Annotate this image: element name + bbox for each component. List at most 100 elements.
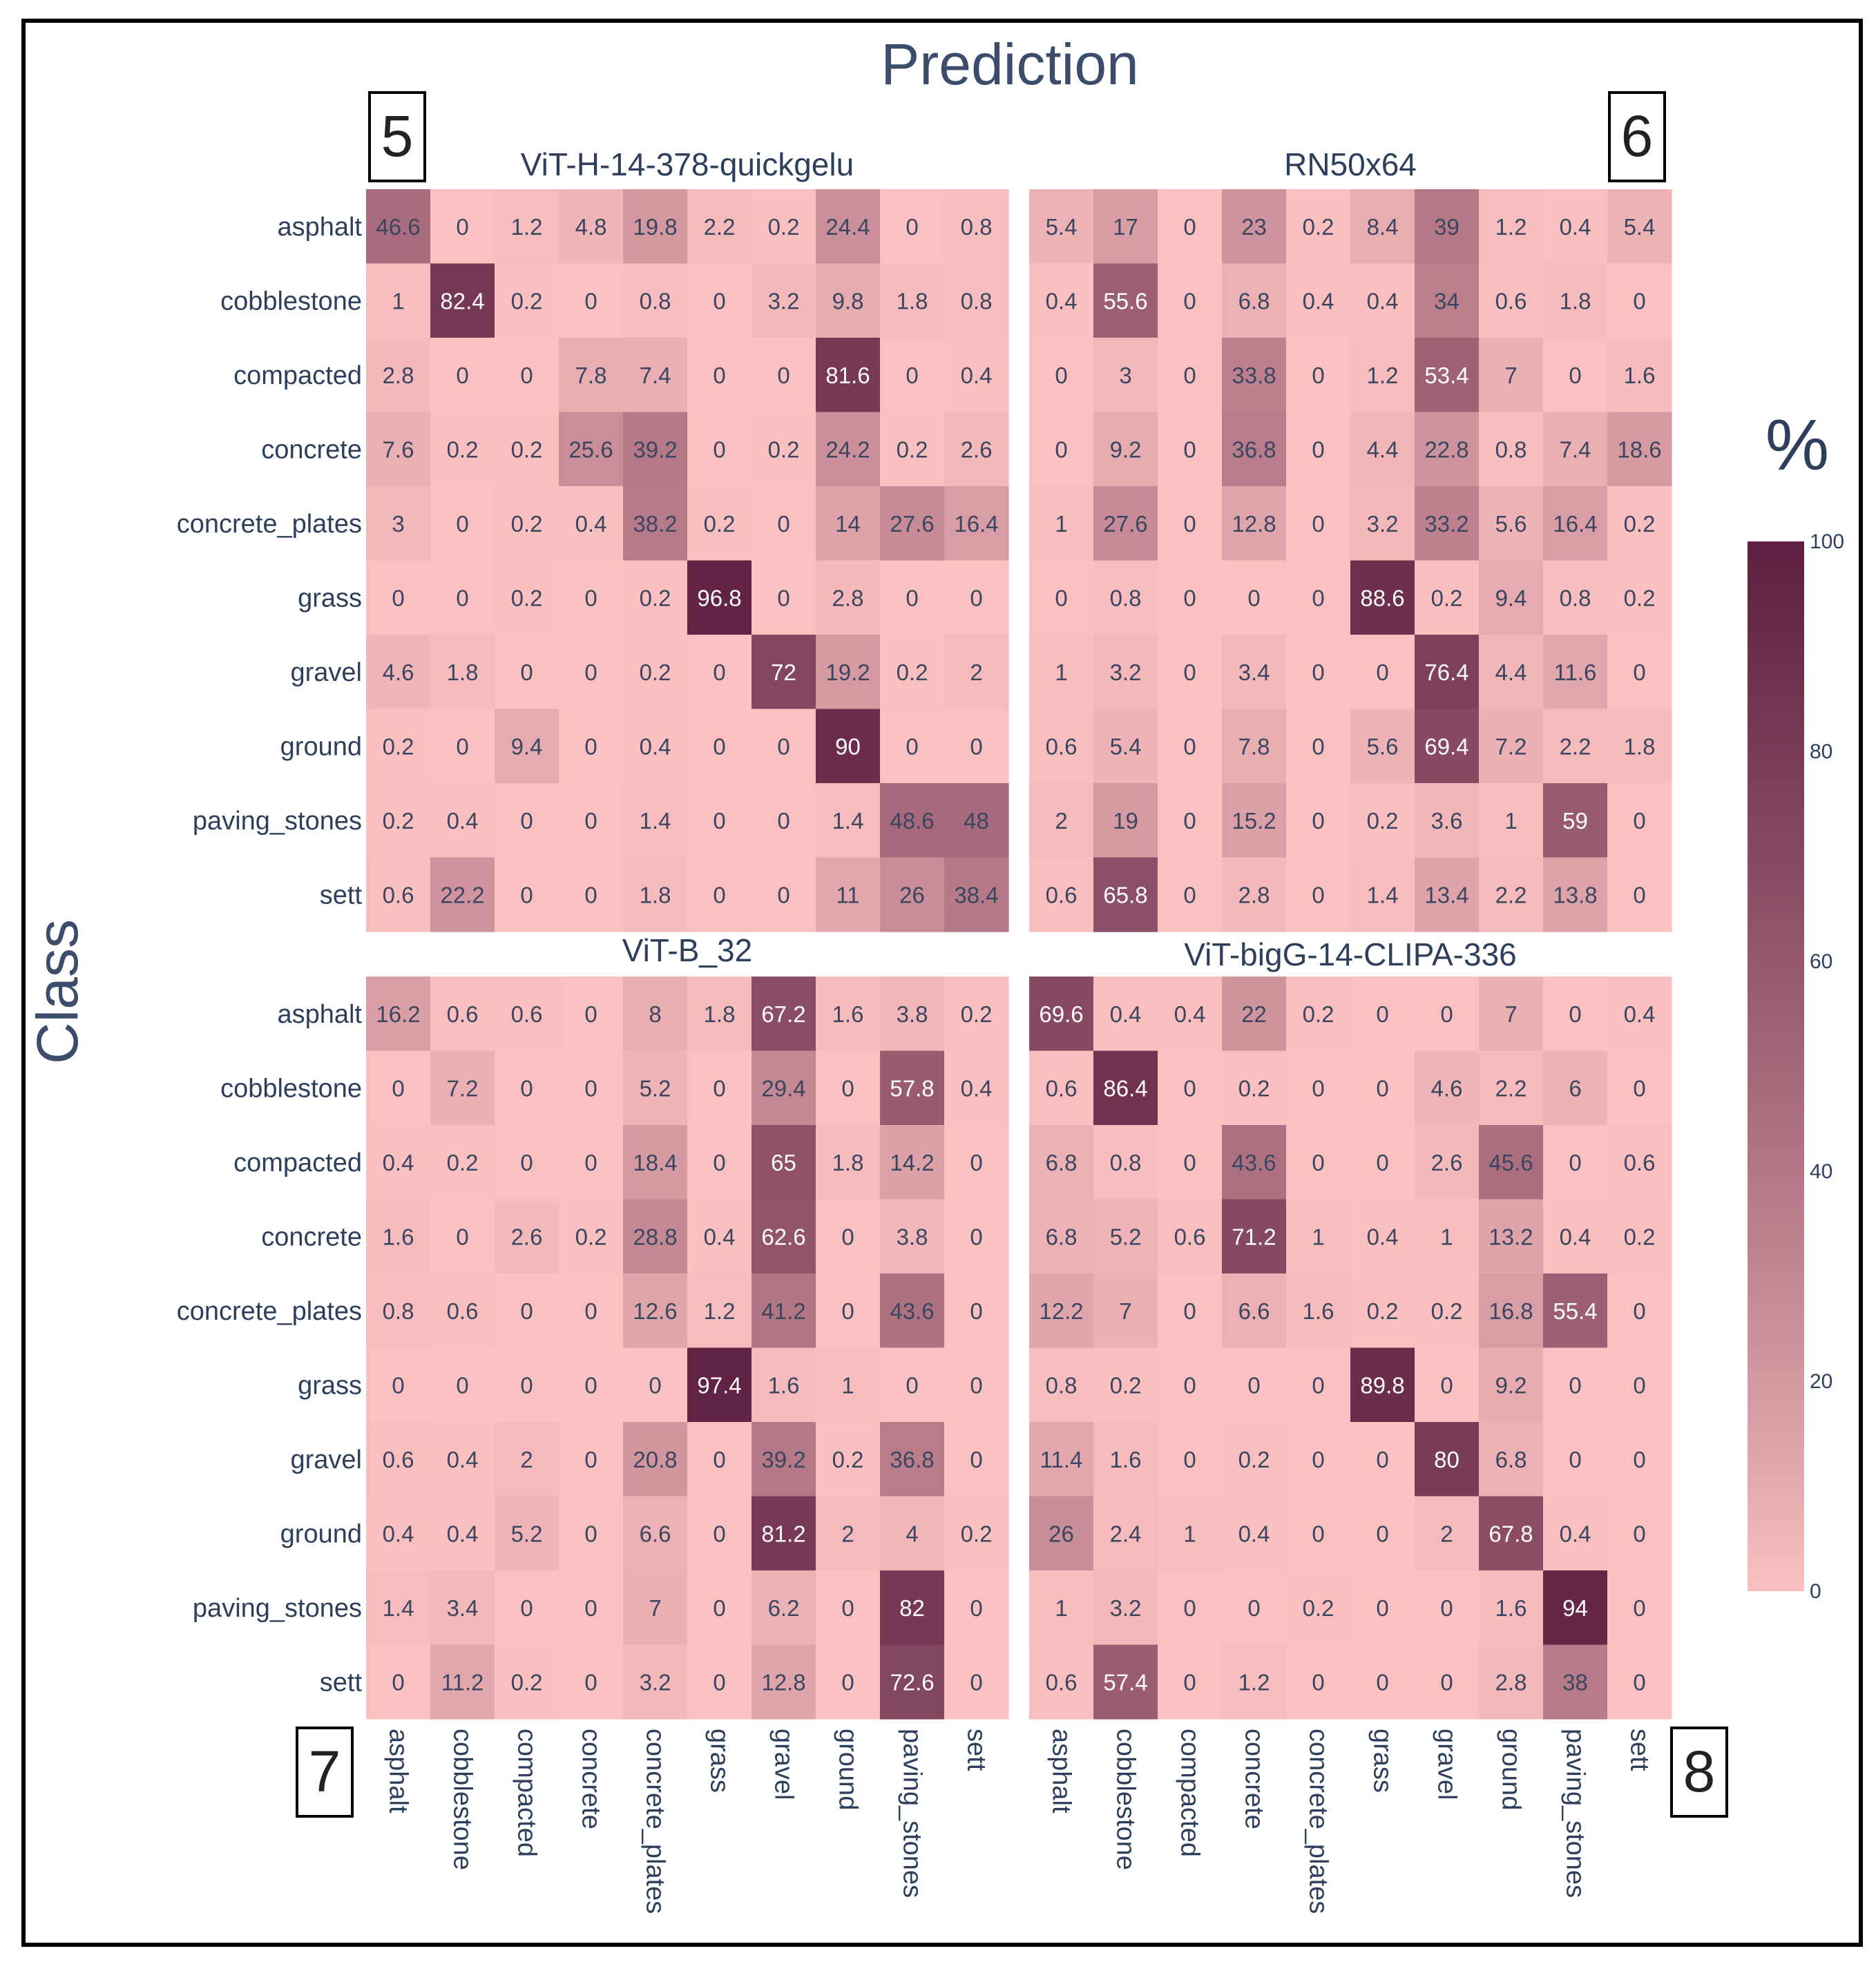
heatmap-cell bbox=[752, 1570, 816, 1646]
column-tick-label: concrete bbox=[577, 1729, 606, 1829]
cell-value-label: 1 bbox=[1183, 1521, 1196, 1546]
heatmap-cell bbox=[559, 1125, 624, 1200]
heatmap-cell bbox=[1479, 189, 1544, 265]
heatmap-cell bbox=[1093, 486, 1158, 561]
cell-value-label: 0 bbox=[520, 1298, 533, 1324]
cell-value-label: 69.4 bbox=[1424, 733, 1468, 759]
heatmap-cell bbox=[559, 783, 624, 858]
heatmap-cell bbox=[366, 189, 431, 265]
cell-value-label: 0 bbox=[1312, 733, 1324, 759]
column-tick-label: compacted bbox=[513, 1729, 542, 1857]
cell-value-label: 4.6 bbox=[1431, 1075, 1463, 1101]
column-tick-label: asphalt bbox=[384, 1729, 413, 1814]
heatmap-cell bbox=[1607, 1273, 1672, 1349]
cell-value-label: 9.4 bbox=[1495, 585, 1527, 610]
heatmap-cell bbox=[1607, 412, 1672, 487]
heatmap-cell bbox=[1607, 1644, 1672, 1720]
cell-value-label: 5.2 bbox=[511, 1521, 543, 1546]
heatmap-cell bbox=[1607, 338, 1672, 413]
cell-value-label: 0 bbox=[1633, 882, 1645, 907]
heatmap-cell bbox=[1543, 1050, 1608, 1126]
cell-value-label: 1.6 bbox=[1110, 1447, 1142, 1472]
cell-value-label: 36.8 bbox=[890, 1447, 934, 1472]
heatmap-cell bbox=[1479, 635, 1544, 710]
heatmap-cell bbox=[880, 1125, 945, 1200]
cell-value-label: 4.4 bbox=[1495, 660, 1527, 685]
cell-value-label: 0 bbox=[1183, 214, 1196, 240]
heatmap-cell bbox=[559, 1347, 624, 1423]
heatmap-cell bbox=[495, 1050, 559, 1126]
cell-value-label: 0 bbox=[906, 214, 918, 240]
cell-value-label: 0.2 bbox=[832, 1447, 864, 1472]
cell-value-label: 0 bbox=[1183, 436, 1196, 462]
cell-value-label: 1.8 bbox=[897, 288, 928, 314]
cell-value-label: 25.6 bbox=[568, 436, 613, 462]
cell-value-label: 43.6 bbox=[890, 1298, 934, 1324]
heatmap-cell bbox=[623, 486, 688, 561]
heatmap-cell bbox=[1222, 486, 1287, 561]
row-tick-label: sett bbox=[320, 881, 363, 910]
heatmap-cell bbox=[1415, 1422, 1480, 1497]
cell-value-label: 11.6 bbox=[1554, 660, 1597, 685]
heatmap-cell bbox=[623, 857, 688, 932]
heatmap-cell bbox=[1479, 1273, 1544, 1349]
cell-value-label: 1.8 bbox=[640, 882, 671, 907]
heatmap-cell bbox=[366, 977, 431, 1052]
cell-value-label: 0 bbox=[1633, 288, 1645, 314]
heatmap-cell bbox=[752, 1347, 816, 1423]
heatmap-cell bbox=[1479, 1199, 1544, 1274]
row-tick-label: grass bbox=[298, 1371, 362, 1400]
panel-number: 8 bbox=[1683, 1739, 1716, 1804]
heatmap-cell bbox=[495, 1644, 559, 1720]
cell-value-label: 0.4 bbox=[383, 1150, 414, 1175]
heatmap-cell bbox=[880, 486, 945, 561]
heatmap-cell bbox=[366, 338, 431, 413]
cell-value-label: 0.6 bbox=[383, 882, 414, 907]
cell-value-label: 76.4 bbox=[1424, 660, 1468, 685]
heatmap-cell bbox=[1479, 857, 1544, 932]
heatmap-cell bbox=[623, 709, 688, 784]
cell-value-label: 0 bbox=[1376, 1669, 1388, 1695]
row-tick-label: paving_stones bbox=[193, 807, 362, 836]
heatmap-cell bbox=[880, 1347, 945, 1423]
cell-value-label: 16.2 bbox=[376, 1001, 420, 1027]
heatmap-cell bbox=[687, 412, 752, 487]
heatmap-cell bbox=[1543, 189, 1608, 265]
colorbar-tick-label: 60 bbox=[1810, 950, 1832, 973]
heatmap-cell bbox=[1222, 338, 1287, 413]
heatmap-cell bbox=[559, 857, 624, 932]
cell-value-label: 0.2 bbox=[897, 436, 928, 462]
cell-value-label: 0 bbox=[841, 1595, 854, 1621]
heatmap-cell bbox=[1543, 263, 1608, 338]
heatmap-cell bbox=[816, 263, 881, 338]
heatmap-cell bbox=[1222, 1347, 1287, 1423]
cell-value-label: 1.2 bbox=[1495, 214, 1527, 240]
heatmap-cell bbox=[1607, 486, 1672, 561]
cell-value-label: 0 bbox=[1183, 1372, 1196, 1398]
cell-value-label: 0 bbox=[841, 1075, 854, 1101]
row-tick-label: compacted bbox=[233, 1148, 362, 1177]
cell-value-label: 5.6 bbox=[1367, 733, 1399, 759]
column-tick-label: paving_stones bbox=[898, 1729, 927, 1898]
heatmap-cell bbox=[1543, 1199, 1608, 1274]
heatmap-cell bbox=[1158, 1273, 1223, 1349]
cell-value-label: 1 bbox=[1312, 1224, 1324, 1249]
cell-value-label: 0 bbox=[713, 1521, 725, 1546]
heatmap-cell bbox=[1093, 263, 1158, 338]
heatmap-cell bbox=[752, 263, 816, 338]
panel-number-box: 7 bbox=[296, 1727, 354, 1818]
heatmap-cell bbox=[1350, 1570, 1415, 1646]
panel-title: ViT-H-14-378-quickgelu bbox=[521, 146, 854, 182]
heatmap-cell bbox=[1222, 1050, 1287, 1126]
heatmap-cell bbox=[559, 1199, 624, 1274]
heatmap-cell bbox=[1093, 857, 1158, 932]
cell-value-label: 7.2 bbox=[447, 1075, 479, 1101]
cell-value-label: 0 bbox=[713, 1150, 725, 1175]
heatmap-cell bbox=[1029, 783, 1094, 858]
heatmap-cell bbox=[816, 1496, 881, 1571]
cell-value-label: 6.8 bbox=[1046, 1224, 1078, 1249]
heatmap-cell bbox=[752, 1199, 816, 1274]
cell-value-label: 0.2 bbox=[447, 1150, 479, 1175]
heatmap-cell bbox=[880, 189, 945, 265]
cell-value-label: 3.8 bbox=[897, 1001, 928, 1027]
